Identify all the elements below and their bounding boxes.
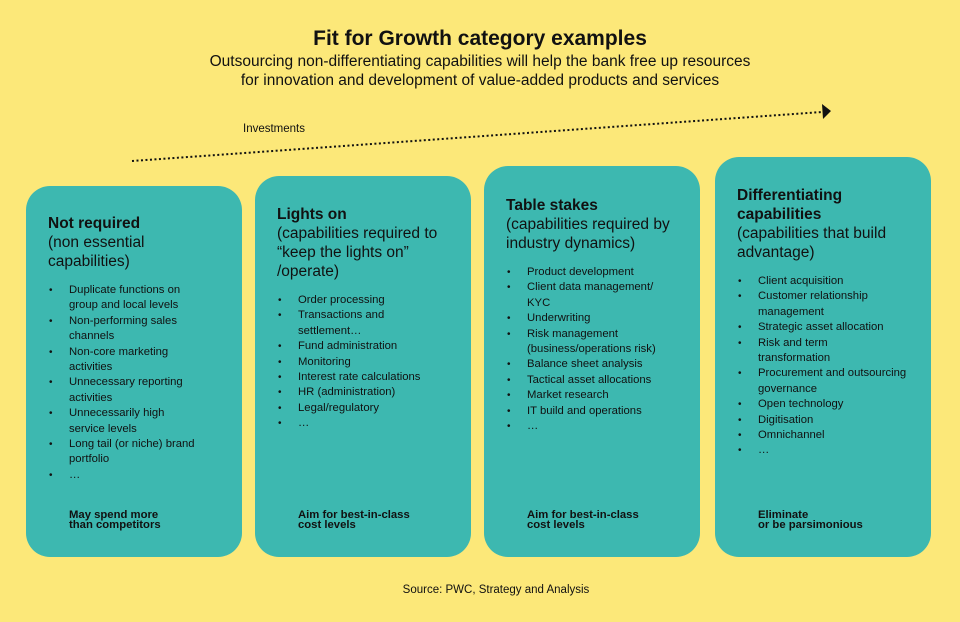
card-item-list: Client acquisition Customer relationship… [737,274,908,459]
list-item: Non-core marketing activities [48,345,198,376]
card-footer: Aim for best-in-class cost levels [298,509,410,531]
card-item-list: Duplicate functions on group and local l… [48,283,198,484]
list-item: … [737,443,905,459]
card-footer: May spend more than competitors [69,509,161,531]
list-item: Fund administration [277,339,427,355]
list-item: Client acquisition [737,274,905,290]
list-item: Client data management/ KYC [506,280,675,311]
card-item-list: Product development Client data manageme… [506,265,678,435]
card-footer-line: Aim for best-in-class [527,509,639,521]
card-subtitle: (capabilities required by industry dynam… [506,216,670,252]
card-lights-on: Lights on (capabilities required to “kee… [255,176,471,557]
list-item: … [506,419,678,435]
card-footer-line: Aim for best-in-class [298,509,410,521]
list-item: Customer relationship management [737,289,898,320]
list-item: Long tail (or niche) brand portfolio [48,437,198,468]
list-item: Non-performing sales channels [48,314,198,345]
list-item: … [277,416,427,432]
list-item: Risk management (business/operations ris… [506,327,675,358]
card-footer: Eliminate or be parsimonious [758,509,863,531]
card-title: Differentiating capabilities [737,187,843,223]
list-item: Interest rate calculations [277,370,427,386]
card-title: Lights on [277,206,347,223]
list-item: Open technology [737,397,905,413]
list-item: Digitisation [737,413,905,429]
list-item: Tactical asset allocations [506,373,678,389]
list-item: Product development [506,265,678,281]
list-item: Transactions and settlement… [277,308,394,339]
list-item: Omnichannel [737,428,905,444]
page-subtitle: Outsourcing non-differentiating capabili… [0,52,960,90]
list-item: Duplicate functions on group and local l… [48,283,198,314]
card-table-stakes: Table stakes (capabilities required by i… [484,166,700,557]
subtitle-line-1: Outsourcing non-differentiating capabili… [209,53,751,70]
list-item: Unnecessarily high service levels [48,406,198,437]
card-differentiating-capabilities: Differentiating capabilities (capabiliti… [715,157,931,557]
list-item: Risk and term transformation [737,336,878,367]
list-item: Order processing [277,293,427,309]
card-footer-line: cost levels [527,519,585,531]
card-title: Not required [48,215,141,232]
list-item: Strategic asset allocation [737,320,905,336]
list-item: Legal/regulatory [277,401,427,417]
investments-arrow-line [131,111,823,162]
list-item: Balance sheet analysis [506,357,678,373]
list-item: Unnecessary reporting activities [48,375,198,406]
card-footer-line: cost levels [298,519,356,531]
list-item: Market research [506,388,678,404]
card-subtitle: (non essential capabilities) [48,234,145,270]
page-title: Fit for Growth category examples [313,27,647,50]
card-footer: Aim for best-in-class cost levels [527,509,639,531]
list-item: … [48,468,198,484]
card-subtitle: (capabilities required to “keep the ligh… [277,225,438,280]
card-footer-line: or be parsimonious [758,519,863,531]
card-subtitle: (capabilities that build advantage) [737,225,887,261]
list-item: IT build and operations [506,404,678,420]
list-item: Monitoring [277,355,427,371]
card-footer-line: than competitors [69,519,161,531]
card-not-required: Not required (non essential capabilities… [26,186,242,557]
list-item: Procurement and outsourcing governance [737,366,908,397]
investments-arrow [131,104,831,162]
card-footer-line: Eliminate [758,509,809,521]
card-title: Table stakes [506,197,598,214]
card-item-list: Order processing Transactions and settle… [277,293,427,432]
investments-label: Investments [243,123,305,135]
list-item: Underwriting [506,311,678,327]
list-item: HR (administration) [277,385,427,401]
investments-arrow-head [822,104,831,119]
card-footer-line: May spend more [69,509,159,521]
source-note: Source: PWC, Strategy and Analysis [402,584,590,596]
subtitle-line-2: for innovation and development of value-… [240,72,720,89]
